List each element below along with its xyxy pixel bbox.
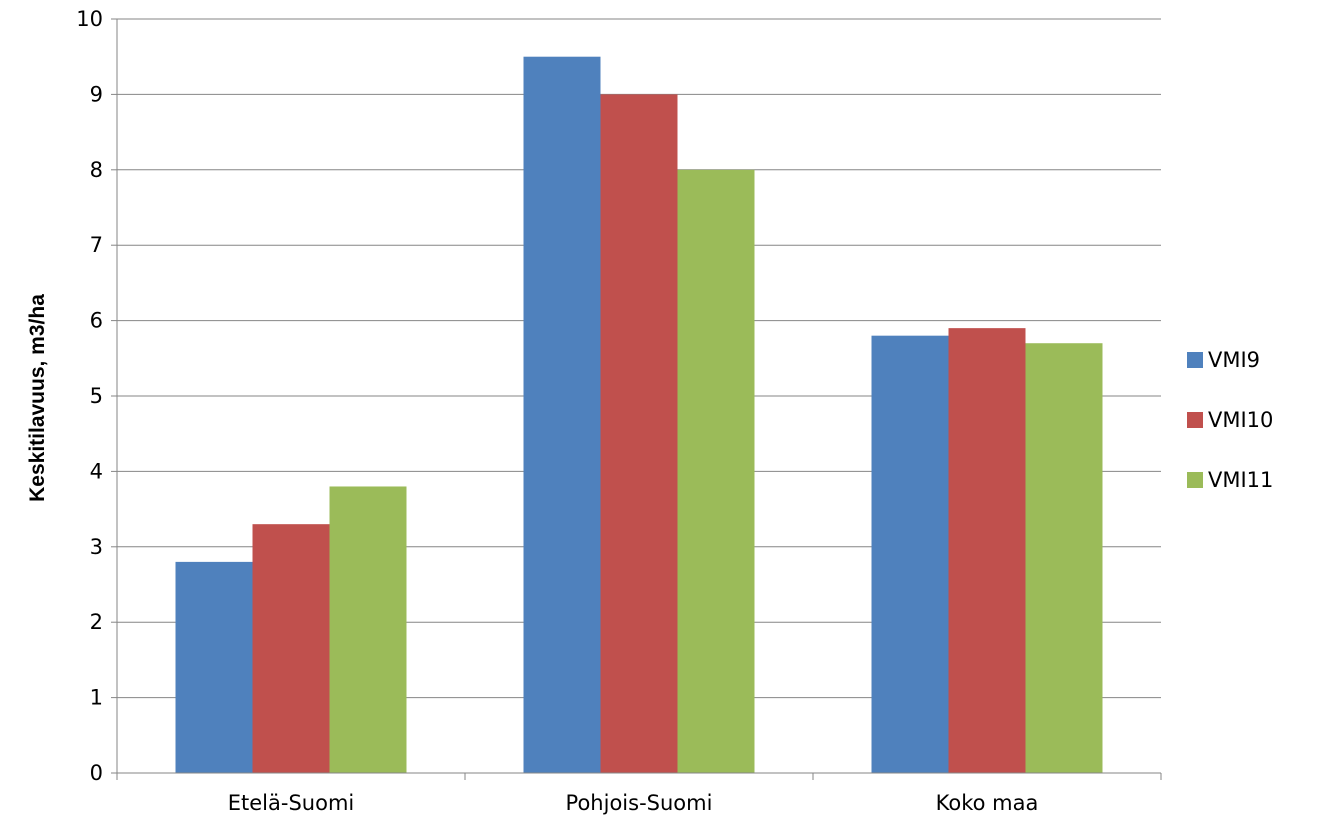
bar-vmi11-0 <box>329 486 407 773</box>
legend-label-vmi10: VMI10 <box>1208 408 1273 432</box>
bar-vmi11-2 <box>1025 343 1103 773</box>
x-tick-label: Pohjois-Suomi <box>566 791 713 815</box>
y-tick-label: 8 <box>90 158 103 182</box>
bar-vmi9-1 <box>523 56 601 773</box>
legend: VMI9 VMI10 VMI11 <box>1187 348 1273 492</box>
tick-labels: 0 1 2 3 4 5 6 7 8 9 10 Etelä-Suomi Pohjois-Suomi Koko… <box>76 7 1038 815</box>
legend-swatch-vmi9 <box>1187 352 1203 368</box>
y-axis-title: Keskitilavuus, m3/ha <box>26 294 49 502</box>
bar-vmi10-0 <box>252 524 330 773</box>
y-tick-label: 6 <box>90 309 103 333</box>
y-tick-label: 10 <box>76 7 103 31</box>
bar-vmi9-0 <box>175 561 253 773</box>
x-tick-label: Etelä-Suomi <box>228 791 354 815</box>
bars <box>175 56 1103 774</box>
y-tick-label: 0 <box>90 761 103 785</box>
bar-vmi10-2 <box>948 328 1026 773</box>
legend-label-vmi11: VMI11 <box>1208 468 1273 492</box>
legend-swatch-vmi11 <box>1187 472 1203 488</box>
bar-vmi9-2 <box>871 335 949 773</box>
y-tick-label: 4 <box>90 459 103 483</box>
y-tick-label: 2 <box>90 610 103 634</box>
legend-swatch-vmi10 <box>1187 412 1203 428</box>
axes <box>111 18 1162 780</box>
bar-vmi11-1 <box>677 169 755 774</box>
y-tick-label: 5 <box>90 384 103 408</box>
bar-vmi10-1 <box>600 94 678 773</box>
y-tick-label: 1 <box>90 686 103 710</box>
x-tick-label: Koko maa <box>936 791 1039 815</box>
y-tick-label: 3 <box>90 535 103 559</box>
y-tick-label: 9 <box>90 82 103 106</box>
legend-label-vmi9: VMI9 <box>1208 348 1260 372</box>
y-tick-label: 7 <box>90 233 103 257</box>
